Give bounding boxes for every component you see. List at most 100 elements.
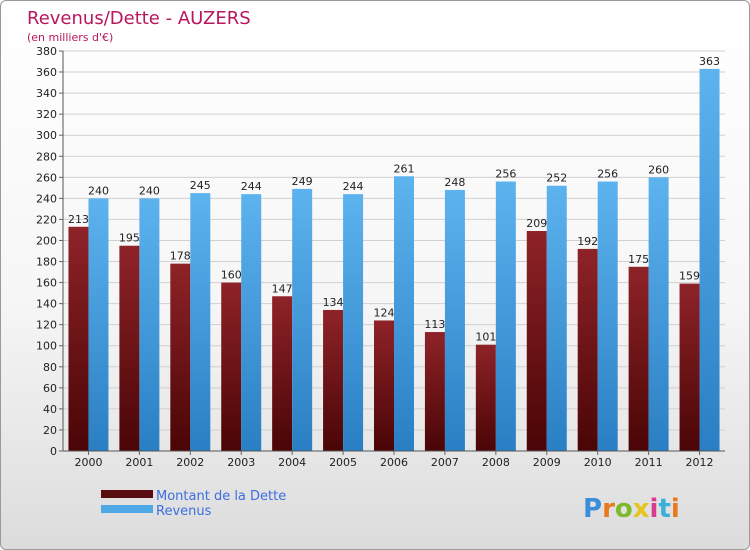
bar-revenus-2006: [394, 176, 414, 451]
bar-revenus-2002: [190, 193, 211, 451]
bar-revenus-2000: [88, 198, 109, 451]
value-label-dette-2012: 159: [679, 270, 700, 283]
value-label-dette-2007: 113: [424, 318, 445, 331]
y-tick-label: 40: [43, 403, 57, 416]
logo-letter: r: [602, 494, 615, 524]
logo-letter: o: [615, 494, 633, 524]
value-label-revenus-2004: 249: [292, 175, 313, 188]
bar-revenus-2005: [343, 194, 364, 451]
value-label-dette-2005: 134: [323, 296, 344, 309]
y-tick-label: 0: [50, 445, 57, 458]
x-tick-label: 2006: [380, 456, 408, 469]
value-label-revenus-2002: 245: [190, 179, 211, 192]
x-tick-label: 2003: [227, 456, 255, 469]
y-tick-label: 60: [43, 382, 57, 395]
y-tick-label: 340: [36, 87, 57, 100]
value-label-revenus-2012: 363: [699, 55, 720, 68]
bar-dette-2010: [577, 248, 598, 451]
value-label-revenus-2006: 261: [394, 162, 415, 175]
bar-revenus-2003: [241, 194, 262, 451]
value-label-revenus-2000: 240: [88, 184, 109, 197]
legend-label-dette: Montant de la Dette: [156, 489, 286, 504]
chart-title: Revenus/Dette - AUZERS: [27, 8, 251, 29]
x-tick-label: 2008: [482, 456, 510, 469]
bar-dette-2007: [424, 332, 445, 451]
bar-revenus-2001: [139, 198, 160, 451]
axes: 0 20 40 60 80 100 120 140 160 180 200 220 240 260 280 3…: [36, 45, 725, 469]
bar-revenus-2012: [699, 68, 720, 451]
logo-letter: x: [633, 494, 650, 524]
bar-dette-2003: [221, 282, 242, 451]
value-label-revenus-2007: 248: [444, 176, 465, 189]
y-tick-label: 20: [43, 424, 57, 437]
bar-dette-2011: [628, 266, 649, 451]
proxiti-logo: Proxiti: [583, 494, 680, 524]
logo-letter: i: [650, 494, 659, 524]
x-tick-label: 2007: [431, 456, 459, 469]
bar-revenus-2010: [597, 181, 618, 452]
bar-dette-2006: [374, 320, 394, 451]
x-tick-label: 2005: [329, 456, 357, 469]
value-label-dette-2000: 213: [68, 213, 89, 226]
bar-dette-2008: [475, 344, 496, 451]
bar-dette-2000: [68, 226, 89, 451]
value-label-dette-2008: 101: [475, 331, 496, 344]
y-tick-label: 260: [36, 171, 57, 184]
y-tick-label: 200: [36, 234, 57, 247]
value-label-dette-2011: 175: [628, 253, 649, 266]
legend-swatch-dette: [101, 490, 153, 498]
bar-dette-2012: [679, 283, 700, 451]
y-tick-label: 140: [36, 298, 57, 311]
logo-letter: i: [671, 494, 680, 524]
value-label-revenus-2009: 252: [546, 172, 567, 185]
bar-revenus-2007: [444, 189, 465, 451]
logo-letter: t: [658, 494, 670, 524]
bar-revenus-2008: [495, 181, 516, 452]
y-tick-label: 220: [36, 213, 57, 226]
bar-revenus-2004: [292, 188, 313, 452]
value-label-dette-2004: 147: [272, 282, 293, 295]
y-tick-label: 380: [36, 45, 57, 58]
value-label-dette-2002: 178: [170, 250, 191, 263]
x-tick-label: 2001: [125, 456, 153, 469]
chart-subtitle: (en milliers d'€): [27, 31, 113, 44]
bar-dette-2009: [526, 231, 547, 451]
x-tick-label: 2011: [635, 456, 663, 469]
x-tick-label: 2000: [74, 456, 102, 469]
value-label-dette-2006: 124: [374, 306, 395, 319]
y-tick-label: 80: [43, 361, 57, 374]
value-label-revenus-2003: 244: [241, 180, 262, 193]
x-tick-label: 2002: [176, 456, 204, 469]
y-tick-label: 160: [36, 277, 57, 290]
x-tick-label: 2012: [686, 456, 714, 469]
value-label-dette-2003: 160: [221, 269, 242, 282]
value-label-revenus-2011: 260: [648, 163, 669, 176]
bar-revenus-2011: [648, 177, 669, 451]
y-tick-label: 240: [36, 192, 57, 205]
y-tick-label: 100: [36, 340, 57, 353]
y-tick-label: 280: [36, 150, 57, 163]
x-tick-label: 2004: [278, 456, 306, 469]
logo-letter: P: [583, 494, 602, 524]
value-label-revenus-2008: 256: [495, 168, 516, 181]
bar-dette-2004: [272, 296, 293, 451]
bar-dette-2002: [170, 263, 191, 451]
y-tick-label: 120: [36, 319, 57, 332]
bar-dette-2001: [119, 245, 140, 451]
legend: Montant de la Dette Revenus: [101, 489, 286, 519]
data-labels: 213 240 195 240 178 245 160 244 147 249 134 244 124 2…: [68, 55, 720, 344]
value-label-revenus-2005: 244: [343, 180, 364, 193]
x-tick-label: 2010: [584, 456, 612, 469]
bar-revenus-2009: [546, 185, 567, 451]
value-label-revenus-2010: 256: [597, 168, 618, 181]
proxiti-logo-text: Proxiti: [583, 494, 680, 524]
y-tick-label: 300: [36, 129, 57, 142]
bars: [68, 68, 720, 452]
x-tick-label: 2009: [533, 456, 561, 469]
legend-label-revenus: Revenus: [156, 504, 212, 519]
y-tick-label: 320: [36, 108, 57, 121]
y-tick-label: 360: [36, 66, 57, 79]
bar-dette-2005: [323, 309, 344, 451]
value-label-dette-2010: 192: [577, 235, 598, 248]
